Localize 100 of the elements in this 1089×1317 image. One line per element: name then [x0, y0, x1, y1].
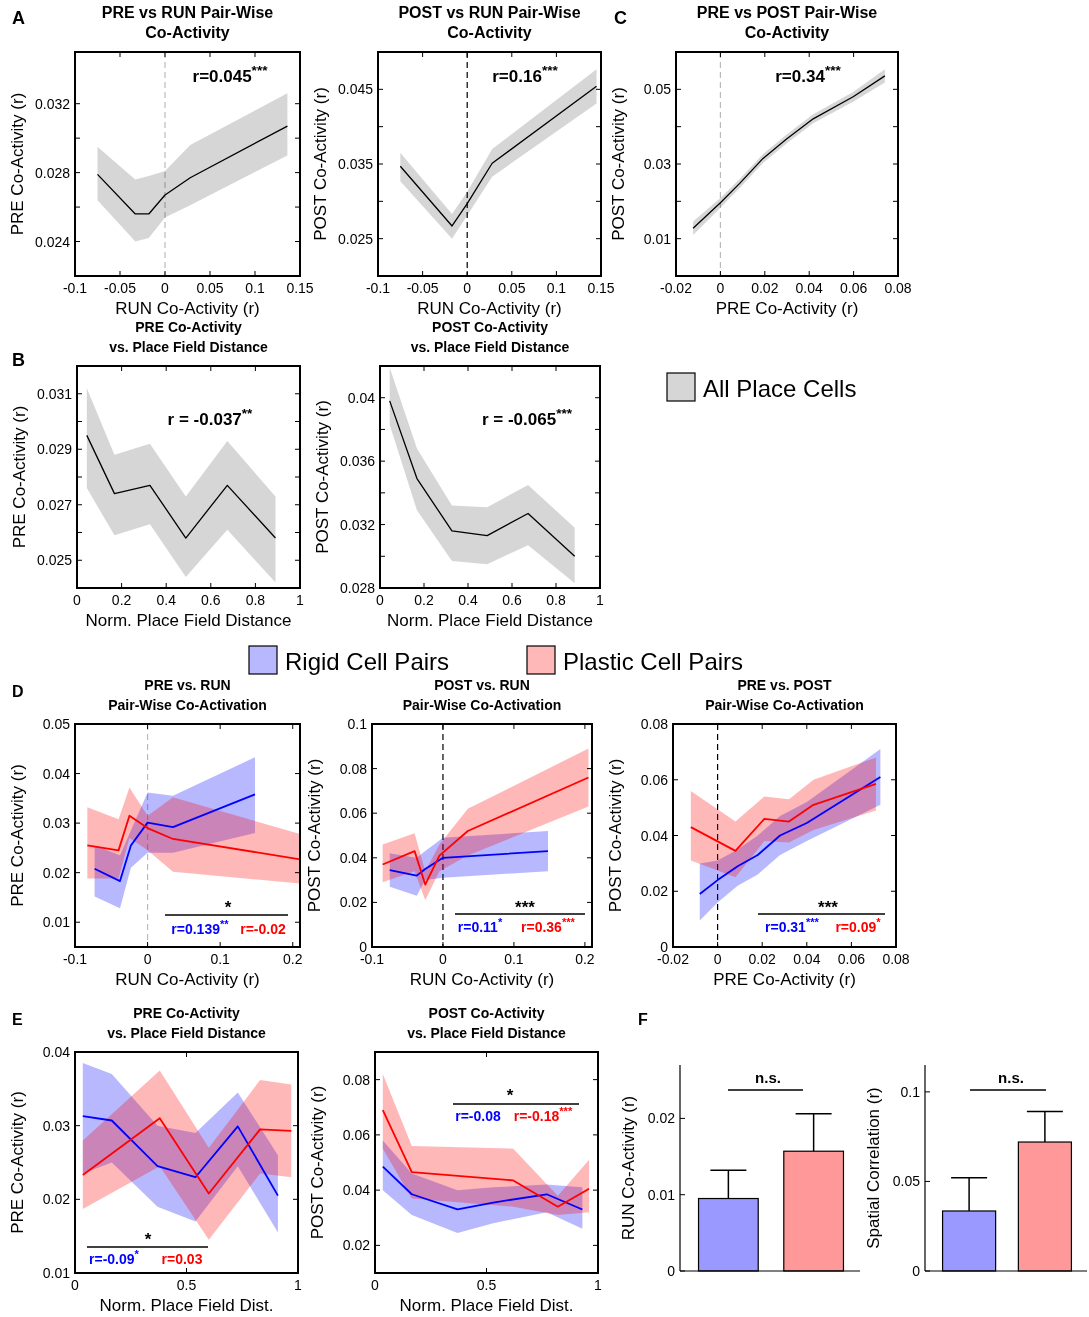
y-tick-label: 0.03 — [42, 815, 71, 832]
x-tick-label: 1 — [296, 592, 305, 608]
x-tick-label: 0 — [439, 951, 448, 967]
y-tick-label: 0.05 — [643, 81, 672, 98]
chart-title: PRE vs. RUN Pair-Wise Co-Activation — [108, 677, 267, 713]
x-tick-label: -0.1 — [62, 951, 88, 967]
chart-title: POST Co-Activity vs. Place Field Distance — [407, 1005, 567, 1041]
x-tick-label: 0.15 — [587, 280, 615, 296]
chart-title: POST vs RUN Pair-Wise Co-Activity — [398, 4, 581, 41]
annotation: *** — [818, 898, 839, 917]
x-tick-label: 0 — [463, 280, 472, 296]
annotation: r=-0.18$^{***}$ — [513, 1105, 573, 1124]
x-tick-label: 1 — [294, 1277, 303, 1293]
y-tick-label: 0.025 — [337, 230, 374, 247]
x-tick-label: 0 — [716, 280, 725, 296]
line-series — [86, 814, 301, 861]
annotation: * — [144, 1230, 152, 1249]
x-tick-label: 0.08 — [882, 951, 910, 967]
x-tick-label: 0.06 — [837, 951, 866, 967]
y-tick-label: 0.032 — [34, 95, 71, 112]
chart-title: POST vs. RUN Pair-Wise Co-Activation — [402, 677, 562, 713]
y-tick-label: 0.032 — [339, 516, 376, 533]
y-tick-label: 0.06 — [640, 771, 669, 788]
x-tick-label: 0 — [713, 951, 722, 967]
x-tick-label: 1 — [594, 1277, 603, 1293]
x-tick-label: 0.5 — [476, 1277, 497, 1293]
x-tick-label: 0.1 — [245, 280, 265, 296]
y-tick-label: 0.028 — [34, 164, 71, 181]
annotation: *** — [515, 898, 536, 917]
y-tick-label: 0.027 — [36, 496, 73, 513]
x-axis-title: Norm. Place Field Dist. — [99, 1296, 274, 1315]
y-axis-title: POST Co-Activity (r) — [305, 758, 324, 913]
x-tick-label: 0.1 — [504, 951, 524, 967]
x-tick-label: -0.02 — [660, 280, 693, 296]
x-tick-label: 0.5 — [176, 1277, 197, 1293]
annotation: * — [506, 1086, 514, 1105]
line-series — [86, 434, 277, 539]
line-series — [698, 776, 882, 895]
text: B — [12, 350, 25, 370]
chart-title: PRE Co-Activity vs. Place Field Distance — [107, 1005, 267, 1041]
y-tick-label: 0.05 — [42, 716, 71, 732]
y-axis-title: RUN Co-Activity (r) — [619, 1095, 638, 1241]
y-tick-label: 0.06 — [339, 805, 368, 822]
x-tick-label: 0.6 — [502, 592, 522, 608]
line-series — [689, 783, 877, 852]
y-tick-label: 0.04 — [42, 765, 71, 782]
x-tick-label: 0.2 — [414, 592, 434, 608]
y-tick-label: 0.03 — [42, 1117, 71, 1134]
text: E — [12, 1011, 23, 1028]
x-tick-label: 0.15 — [286, 280, 314, 296]
x-tick-label: 0.02 — [751, 280, 779, 296]
x-tick-label: 0.1 — [546, 280, 567, 296]
y-axis-title: POST Co-Activity (r) — [308, 1085, 327, 1240]
annotation: r = -0.037$^{**}$ — [167, 405, 254, 429]
x-tick-label: 0.2 — [111, 592, 132, 608]
annotation: r=0.045$^{***}$ — [192, 62, 269, 86]
annotation: r=0.139$^{**}$ — [171, 918, 230, 937]
y-tick-label: 0.04 — [342, 1182, 371, 1199]
x-axis-title: PRE Co-Activity (r) — [715, 299, 859, 318]
annotation: r=0.11$^{*}$ — [457, 916, 503, 935]
text: A — [12, 8, 25, 28]
chart-title: POST Co-Activity vs. Place Field Distance — [410, 319, 570, 355]
y-axis-title: PRE Co-Activity (r) — [10, 405, 29, 549]
annotation: n.s. — [998, 1069, 1024, 1086]
text: F — [638, 1011, 648, 1028]
line-series — [96, 125, 289, 215]
annotation: n.s. — [755, 1069, 781, 1086]
x-tick-label: 0.06 — [839, 280, 868, 296]
x-axis-title: Norm. Place Field Dist. — [399, 1296, 574, 1315]
y-tick-label: 0.1 — [900, 1083, 921, 1100]
y-tick-label: 0.01 — [42, 1265, 71, 1281]
chart-title: PRE Co-Activity vs. Place Field Distance — [109, 319, 269, 355]
annotation: r=-0.02 — [240, 921, 286, 937]
x-tick-label: -0.1 — [62, 280, 88, 296]
line-series — [389, 400, 576, 557]
y-tick-label: 0.01 — [647, 1186, 676, 1203]
x-axis-title: Norm. Place Field Distance — [85, 611, 292, 630]
y-tick-label: 0 — [667, 1263, 676, 1279]
y-tick-label: 0.02 — [42, 1191, 71, 1208]
y-tick-label: 0.1 — [347, 716, 368, 732]
y-tick-label: 0.04 — [347, 389, 376, 406]
legend-label: Rigid Cell Pairs — [285, 648, 450, 675]
line-series — [381, 776, 590, 886]
x-tick-label: 0.05 — [196, 280, 224, 296]
x-axis-title: Norm. Place Field Distance — [387, 611, 593, 630]
y-tick-label: 0.04 — [339, 849, 368, 866]
x-tick-label: 0.8 — [245, 592, 266, 608]
line-series — [93, 793, 256, 882]
x-tick-label: 0.04 — [795, 280, 824, 296]
y-tick-label: 0.045 — [337, 81, 374, 98]
y-axis-title: Spatial Correlation (r) — [864, 1087, 883, 1249]
x-tick-label: -0.1 — [365, 280, 391, 296]
y-axis-title: POST Co-Activity (r) — [609, 87, 628, 241]
annotation: r=0.09$^{*}$ — [835, 916, 882, 935]
y-tick-label: 0.05 — [892, 1173, 921, 1190]
y-tick-label: 0.03 — [643, 156, 672, 172]
y-tick-label: 0.02 — [339, 894, 368, 911]
line-series — [381, 1109, 590, 1208]
x-tick-label: 0.6 — [201, 592, 221, 608]
y-axis-title: POST Co-Activity (r) — [606, 758, 625, 913]
